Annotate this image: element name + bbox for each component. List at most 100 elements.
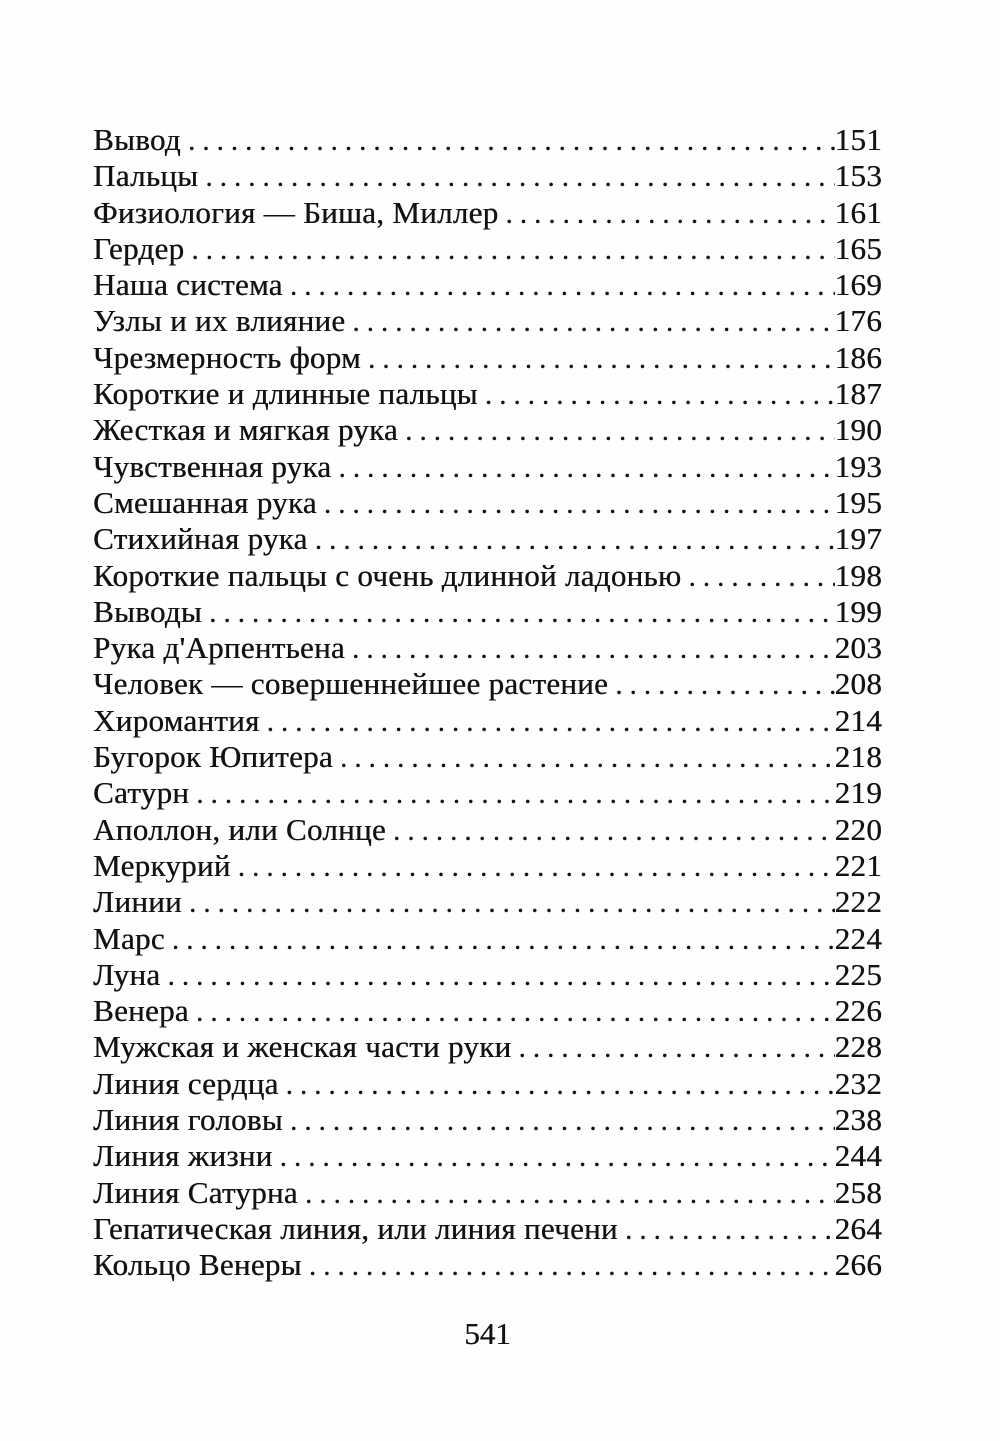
toc-entry-page-number: 187 bbox=[834, 376, 882, 412]
dot-leader bbox=[189, 993, 835, 1029]
toc-entry-title: Бугорок Юпитера bbox=[93, 739, 333, 775]
toc-entry-page-number: 226 bbox=[834, 993, 882, 1029]
toc-entry: Рука д'Арпентьена 203 bbox=[93, 630, 882, 666]
toc-entry-title: Физиология — Биша, Миллер bbox=[93, 194, 499, 230]
toc-entry: Бугорок Юпитера 218 bbox=[93, 739, 882, 775]
toc-entry: Линия Сатурна 258 bbox=[93, 1175, 882, 1211]
folio-page-number: 541 bbox=[464, 1315, 511, 1351]
toc-entry-page-number: 221 bbox=[834, 847, 882, 883]
dot-leader bbox=[273, 1138, 835, 1174]
dot-leader bbox=[398, 412, 835, 448]
toc-entry-title: Вывод bbox=[93, 122, 181, 157]
toc-entry: Чувственная рука 193 bbox=[93, 449, 882, 485]
toc-entry: Наша система 169 bbox=[93, 267, 882, 303]
dot-leader bbox=[618, 1211, 835, 1247]
dot-leader bbox=[345, 630, 835, 666]
toc-entry-title: Смешанная рука bbox=[93, 484, 317, 520]
toc-entry-page-number: 228 bbox=[834, 1029, 882, 1065]
toc-entry-title: Венера bbox=[93, 993, 189, 1029]
toc-entry-title: Жесткая и мягкая рука bbox=[93, 412, 398, 448]
toc-entry: Меркурий 221 bbox=[93, 848, 882, 884]
toc-entry-title: Короткие и длинные пальцы bbox=[93, 376, 478, 412]
toc-entry: Выводы 199 bbox=[93, 594, 882, 630]
toc-entry-title: Выводы bbox=[93, 593, 202, 629]
toc-entry-page-number: 218 bbox=[834, 739, 882, 775]
toc-entry: Человек — совершеннейшее растение 208 bbox=[93, 666, 882, 702]
dot-leader bbox=[361, 340, 835, 376]
dot-leader bbox=[331, 449, 834, 485]
toc-entry-title: Аполлон, или Солнце bbox=[93, 811, 386, 847]
toc-entry: Линии 222 bbox=[93, 884, 882, 920]
toc-entry: Кольцо Венеры 266 bbox=[93, 1247, 882, 1283]
toc-entry-page-number: 197 bbox=[834, 521, 882, 557]
toc-entry: Короткие и длинные пальцы 187 bbox=[93, 376, 882, 412]
dot-leader bbox=[184, 231, 834, 267]
dot-leader bbox=[260, 703, 835, 739]
dot-leader bbox=[317, 485, 835, 521]
toc-entry-page-number: 220 bbox=[834, 811, 882, 847]
toc-entry-page-number: 151 bbox=[834, 122, 882, 157]
toc-entry: Гепатическая линия, или линия печени 264 bbox=[93, 1211, 882, 1247]
toc-entry-title: Узлы и их влияние bbox=[93, 303, 346, 339]
toc-entry-title: Гердер bbox=[93, 230, 185, 266]
toc-entry-title: Человек — совершеннейшее растение bbox=[93, 666, 609, 702]
dot-leader bbox=[333, 739, 835, 775]
toc-entry-page-number: 222 bbox=[834, 884, 882, 920]
toc-entry: Линия головы 238 bbox=[93, 1102, 882, 1138]
toc-entry-title: Хиромантия bbox=[93, 702, 260, 738]
toc-entry-title: Марс bbox=[93, 920, 165, 956]
toc-entry-page-number: 198 bbox=[834, 557, 882, 593]
toc-entry-page-number: 266 bbox=[834, 1247, 882, 1283]
dot-leader bbox=[283, 267, 835, 303]
toc-entry-page-number: 190 bbox=[834, 412, 882, 448]
toc-entry-title: Меркурий bbox=[93, 847, 231, 883]
dot-leader bbox=[202, 594, 835, 630]
toc-entry-title: Сатурн bbox=[93, 775, 190, 811]
dot-leader bbox=[345, 303, 834, 339]
toc-entry-title: Линия головы bbox=[93, 1102, 283, 1138]
toc-entry: Мужская и женская части руки 228 bbox=[93, 1029, 882, 1065]
toc-entry-page-number: 176 bbox=[834, 303, 882, 339]
dot-leader bbox=[231, 848, 835, 884]
toc-entry-title: Линии bbox=[93, 884, 182, 920]
dot-leader bbox=[182, 884, 835, 920]
toc-entry: Гердер 165 bbox=[93, 231, 882, 267]
toc-entry-page-number: 264 bbox=[834, 1210, 882, 1246]
toc-entry: Пальцы 153 bbox=[93, 158, 882, 194]
toc-entry: Чрезмерность форм 186 bbox=[93, 340, 882, 376]
toc-entry: Луна 225 bbox=[93, 957, 882, 993]
toc-entry-title: Мужская и женская части руки bbox=[93, 1029, 512, 1065]
toc-entry-page-number: 161 bbox=[834, 194, 882, 230]
dot-leader bbox=[608, 666, 835, 702]
toc-entry-title: Кольцо Венеры bbox=[93, 1247, 302, 1283]
toc-entry-page-number: 153 bbox=[834, 158, 882, 194]
toc-entry-page-number: 214 bbox=[834, 702, 882, 738]
toc-entry-page-number: 165 bbox=[834, 230, 882, 266]
dot-leader bbox=[198, 158, 834, 194]
dot-leader bbox=[189, 775, 834, 811]
toc-entry-page-number: 225 bbox=[834, 956, 882, 992]
dot-leader bbox=[511, 1029, 834, 1065]
dot-leader bbox=[298, 1175, 835, 1211]
toc-entry-title: Пальцы bbox=[93, 158, 199, 194]
dot-leader bbox=[165, 921, 835, 957]
dot-leader bbox=[478, 376, 835, 412]
table-of-contents: Вывод 151 Пальцы 153 Физиология — Биша, … bbox=[93, 122, 882, 1284]
toc-entry: Линия жизни 244 bbox=[93, 1138, 882, 1174]
toc-entry: Смешанная рука 195 bbox=[93, 485, 882, 521]
toc-entry-page-number: 186 bbox=[834, 339, 882, 375]
toc-entry: Узлы и их влияние 176 bbox=[93, 303, 882, 339]
toc-entry-title: Линия Сатурна bbox=[93, 1174, 298, 1210]
dot-leader bbox=[681, 558, 834, 594]
toc-entry-title: Чрезмерность форм bbox=[93, 339, 361, 375]
toc-entry-title: Гепатическая линия, или линия печени bbox=[93, 1210, 618, 1246]
toc-entry-title: Линия сердца bbox=[93, 1065, 279, 1101]
toc-entry-title: Наша система bbox=[93, 267, 283, 303]
toc-entry: Венера 226 bbox=[93, 993, 882, 1029]
toc-entry: Марс 224 bbox=[93, 921, 882, 957]
toc-entry: Короткие пальцы с очень длинной ладонью … bbox=[93, 558, 882, 594]
toc-entry: Сатурн 219 bbox=[93, 775, 882, 811]
toc-entry: Вывод 151 bbox=[93, 122, 882, 158]
toc-entry-page-number: 219 bbox=[834, 775, 882, 811]
toc-entry-page-number: 238 bbox=[834, 1102, 882, 1138]
